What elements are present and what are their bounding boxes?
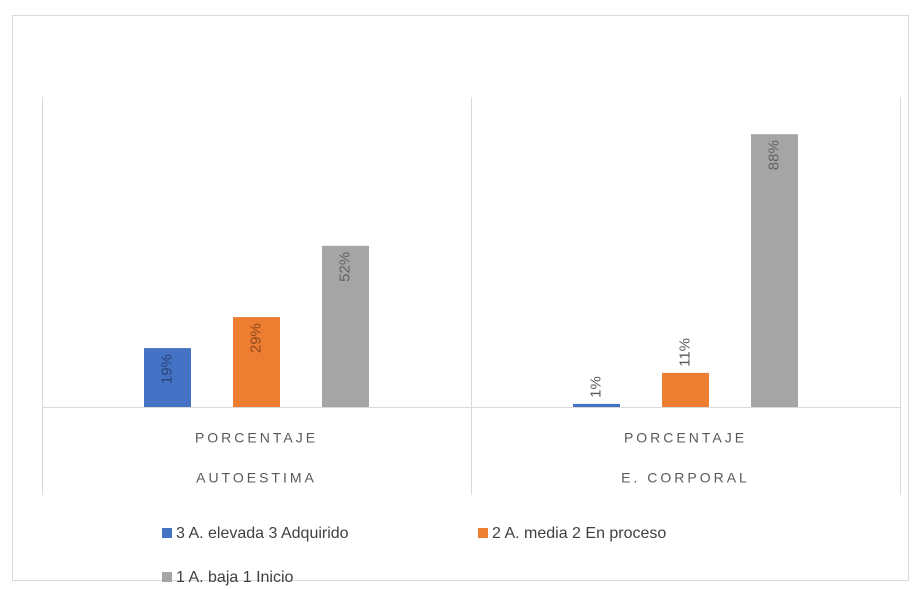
bar [751,134,798,407]
legend-label: 3 A. elevada 3 Adquirido [176,525,349,542]
data-label: 52% [336,252,353,282]
x-tick-label: PORCENTAJE [624,430,747,446]
legend-label: 1 A. baja 1 Inicio [176,569,294,586]
bar [233,317,280,407]
data-label: 19% [158,354,175,384]
bar [322,245,369,407]
legend-swatch [162,572,172,582]
bar [573,403,620,407]
x-group-label: AUTOESTIMA [196,470,317,486]
x-tick-label: PORCENTAJE [195,430,318,446]
data-label: 88% [765,140,782,170]
legend-swatch [162,528,172,538]
bar [662,372,709,407]
data-label: 1% [587,376,604,398]
legend-swatch [478,528,488,538]
bar [144,348,191,407]
data-label: 29% [247,323,264,353]
legend-label: 2 A. media 2 En proceso [492,525,666,542]
x-group-label: E. CORPORAL [621,470,750,486]
data-label: 11% [676,338,693,367]
